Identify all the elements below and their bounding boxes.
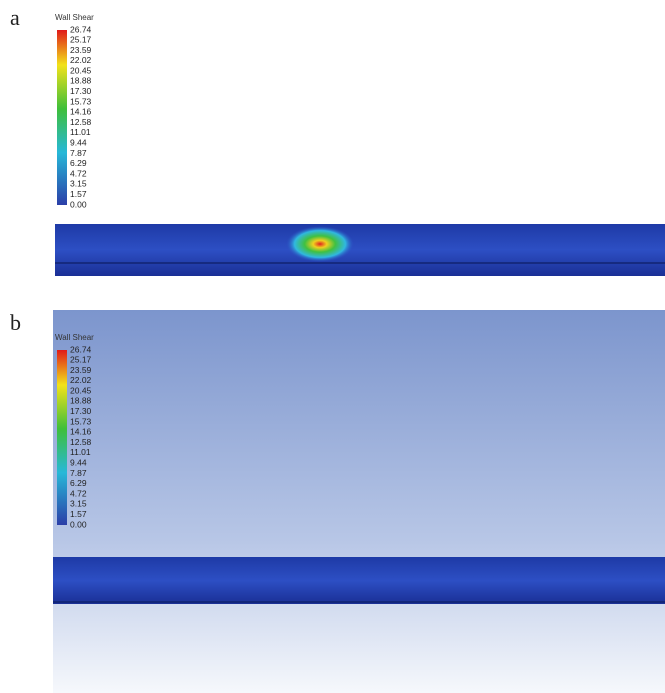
legend-tick: 11.01 [70, 447, 91, 457]
legend-tick: 20.45 [70, 65, 92, 75]
legend-tick: 4.72 [70, 168, 87, 178]
legend-tick: 9.44 [70, 137, 87, 147]
legend-tick: 17.30 [70, 86, 92, 96]
legend-tick: 11.01 [70, 127, 91, 137]
legend-tick: 20.45 [70, 385, 92, 395]
legend-tick: 1.57 [70, 189, 87, 199]
legend-tick: 9.44 [70, 457, 87, 467]
legend-tick: 23.59 [70, 365, 92, 375]
background [53, 310, 665, 693]
legend-tick: 12.58 [70, 117, 92, 127]
legend-tick: 23.59 [70, 45, 92, 55]
legend-tick: 15.73 [70, 416, 92, 426]
legend-tick: 25.17 [70, 35, 92, 45]
legend-tick: 7.87 [70, 468, 87, 478]
vessel [55, 224, 665, 276]
legend-tick: 0.00 [70, 199, 87, 209]
legend-tick: 26.74 [70, 344, 92, 354]
color-bar [57, 350, 67, 525]
legend-tick: 4.72 [70, 488, 87, 498]
legend-tick: 22.02 [70, 375, 92, 385]
legend-tick: 22.02 [70, 55, 92, 65]
vessel [53, 557, 665, 604]
legend-tick: 14.16 [70, 107, 92, 117]
legend-tick: 18.88 [70, 76, 92, 86]
legend-tick: 12.58 [70, 437, 92, 447]
legend-tick: 0.00 [70, 519, 87, 529]
hotspot [286, 226, 354, 262]
legend-tick: 15.73 [70, 96, 92, 106]
legend-tick: 18.88 [70, 396, 92, 406]
legend-title: Wall Shear [55, 333, 94, 342]
legend-tick: 3.15 [70, 499, 87, 509]
legend-tick: 26.74 [70, 24, 92, 34]
panel-label: b [10, 310, 21, 335]
legend-tick: 6.29 [70, 158, 87, 168]
legend-tick: 14.16 [70, 427, 92, 437]
legend-tick: 7.87 [70, 148, 87, 158]
legend-tick: 6.29 [70, 478, 87, 488]
color-bar [57, 30, 67, 205]
legend-tick: 1.57 [70, 509, 87, 519]
legend-tick: 25.17 [70, 355, 92, 365]
legend-title: Wall Shear [55, 13, 94, 22]
panel-label: a [10, 5, 20, 30]
legend-tick: 3.15 [70, 179, 87, 189]
legend-tick: 17.30 [70, 406, 92, 416]
figure: aWall Shear26.7425.1723.5922.0220.4518.8… [0, 0, 665, 693]
